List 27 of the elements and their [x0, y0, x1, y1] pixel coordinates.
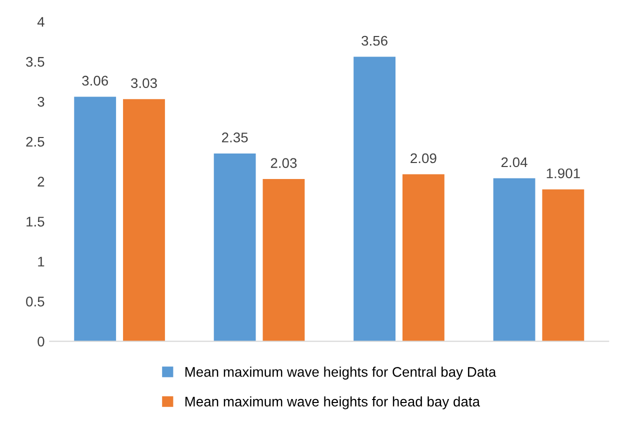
data-label: 1.901	[546, 168, 580, 178]
y-tick-label: 2.5	[26, 136, 44, 147]
y-tick-label: 1.5	[26, 216, 44, 227]
bar	[402, 174, 444, 342]
y-tick-label: 1	[38, 256, 44, 266]
bar	[74, 96, 116, 342]
bar	[354, 56, 396, 342]
bar	[262, 179, 305, 342]
data-label: 3.03	[131, 78, 157, 88]
legend-label: Mean maximum wave heights for Central bay Data	[185, 366, 496, 380]
data-label: 2.35	[222, 132, 248, 142]
y-tick-label: 4	[37, 17, 44, 27]
y-tick-label: 0.5	[26, 296, 44, 306]
bar	[542, 189, 584, 342]
data-label: 2.04	[501, 157, 528, 168]
y-tick-label: 0	[38, 336, 44, 346]
data-label: 3.06	[82, 76, 108, 86]
bar	[123, 99, 165, 342]
bar	[493, 178, 536, 342]
y-tick-label: 3.5	[26, 56, 44, 67]
y-tick-label: 3	[38, 96, 44, 107]
data-label: 2.03	[270, 158, 297, 168]
legend-label: Mean maximum wave heights for head bay data	[185, 396, 480, 410]
bar	[214, 153, 256, 342]
y-tick-label: 2	[38, 176, 44, 186]
data-label: 2.09	[410, 153, 436, 164]
data-label: 3.56	[362, 36, 388, 46]
